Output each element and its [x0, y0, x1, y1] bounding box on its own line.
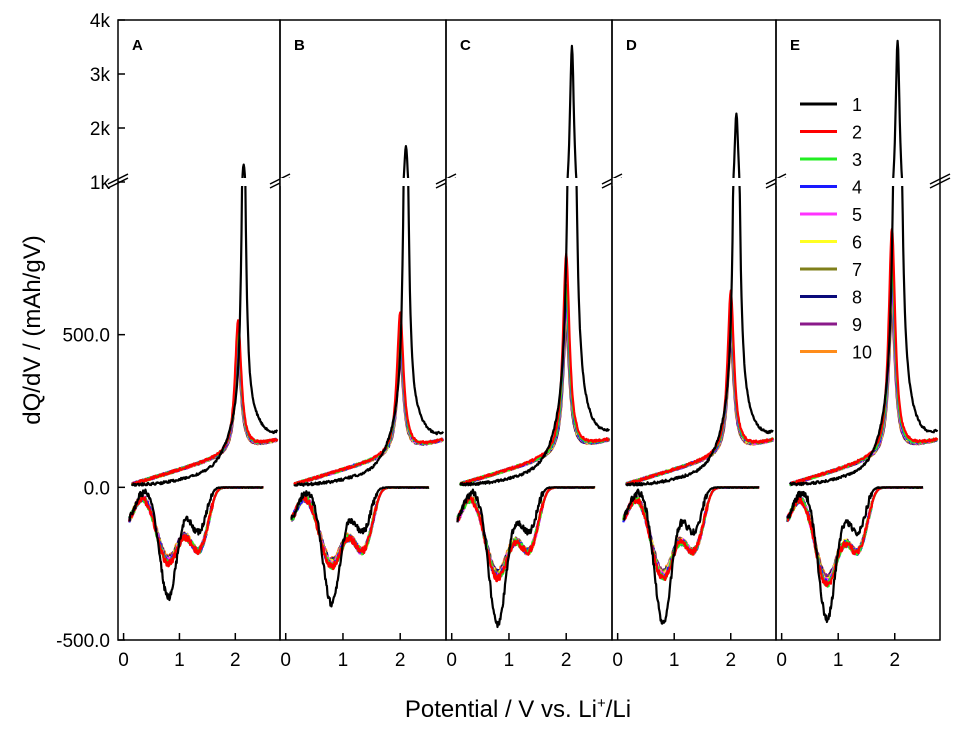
- y-tick-label: -500.0: [56, 631, 110, 652]
- x-tick-label: 0: [280, 650, 291, 671]
- panel-c: C 0 1 2: [445, 19, 623, 671]
- x-tick-label: 0: [118, 650, 129, 671]
- series-1-charge-d: [625, 112, 774, 487]
- series-8-charge-b: [293, 353, 445, 487]
- series-2-charge-e: [789, 228, 939, 486]
- x-tick-label: 2: [725, 650, 736, 671]
- axis-break-gap: [118, 178, 280, 186]
- series-1-discharge-e: [786, 486, 924, 624]
- series-5-charge-e: [789, 286, 938, 486]
- panel-series-a: [118, 163, 280, 602]
- x-tick-label: 2: [889, 650, 900, 671]
- series-4-charge-b: [293, 337, 445, 486]
- series-3-charge-c: [459, 284, 611, 487]
- x-tick-label: 0: [776, 650, 787, 671]
- axis-break-mark-left: [107, 177, 129, 189]
- legend-label-3: 3: [852, 150, 862, 170]
- panel-series-b: [280, 145, 446, 608]
- series-1-charge-e: [789, 39, 939, 487]
- x-tick-label: 1: [669, 650, 680, 671]
- x-tick-label: 2: [561, 650, 572, 671]
- axis-break-gap: [446, 178, 612, 186]
- legend-label-8: 8: [852, 288, 862, 308]
- series-4-charge-e: [789, 276, 938, 486]
- legend-label-4: 4: [852, 178, 862, 198]
- x-tick-label: 1: [833, 650, 844, 671]
- series-1-charge-c: [459, 44, 611, 487]
- panel-label-b: B: [294, 37, 305, 54]
- y-tick-label: 3k: [90, 65, 111, 86]
- series-1-discharge-b: [290, 486, 430, 608]
- panel-series-c: [446, 44, 612, 629]
- y-tick-label: 4k: [90, 11, 111, 32]
- series-3-charge-e: [789, 256, 939, 486]
- series-2-charge-c: [459, 252, 610, 485]
- series-7-charge-a: [131, 354, 279, 486]
- legend-label-7: 7: [852, 260, 862, 280]
- series-1-charge-b: [293, 145, 445, 487]
- series-2-charge-d: [625, 289, 774, 486]
- y-axis: -500.0 0.0 500.0 1k 2k 3k 4k: [56, 11, 129, 652]
- legend-label-5: 5: [852, 205, 862, 225]
- series-2-charge-a: [131, 319, 279, 486]
- series-9-charge-b: [293, 357, 444, 486]
- legend-label-6: 6: [852, 233, 862, 253]
- series-9-charge-a: [130, 360, 279, 486]
- panel-label-a: A: [132, 37, 143, 54]
- panel-label-e: E: [790, 37, 800, 54]
- series-10-charge-b: [293, 360, 444, 486]
- y-tick-label: 2k: [90, 119, 111, 140]
- legend-label-1: 1: [852, 95, 862, 115]
- panel-e: E 0 1 2: [775, 19, 951, 671]
- panels-group: A 0 1 2 B 0 1 2 C 0 1 2 D 0 1 2 E 0 1 2: [117, 19, 951, 671]
- legend-label-10: 10: [852, 343, 872, 363]
- x-tick-label: 1: [338, 650, 349, 671]
- x-tick-label: 0: [446, 650, 457, 671]
- legend-label-2: 2: [852, 123, 862, 143]
- x-tick-label: 2: [230, 650, 241, 671]
- series-1-discharge-c: [456, 486, 596, 629]
- panel-d: D 0 1 2: [611, 19, 787, 671]
- legend: 1 2 3 4 5 6 7 8 9 10: [800, 95, 872, 363]
- series-4-charge-c: [459, 298, 611, 486]
- panel-label-c: C: [460, 37, 471, 54]
- panel-frame-e: [775, 19, 941, 641]
- panel-series-d: [612, 112, 776, 625]
- series-10-charge-a: [130, 362, 278, 486]
- y-axis-label: dQ/dV / (mAh/gV): [19, 235, 46, 424]
- series-2-charge-b: [293, 311, 444, 486]
- x-tick-label: 2: [395, 650, 406, 671]
- x-tick-label: 0: [612, 650, 623, 671]
- x-axis-label: Potential / V vs. Li+/Li: [405, 695, 631, 723]
- axis-break-gap: [280, 178, 446, 186]
- series-1-charge-a: [130, 163, 279, 487]
- y-tick-label: 0.0: [84, 478, 110, 499]
- panel-series-e: [776, 39, 940, 624]
- legend-label-9: 9: [852, 315, 862, 335]
- panel-label-d: D: [626, 37, 637, 54]
- series-10-charge-d: [625, 347, 775, 486]
- x-tick-label: 1: [174, 650, 185, 671]
- panel-a: A 0 1 2: [117, 19, 291, 671]
- y-tick-label: 500.0: [62, 326, 110, 347]
- axis-break-mark-left: [107, 173, 129, 185]
- axis-break-gap: [776, 178, 940, 186]
- x-tick-label: 1: [504, 650, 515, 671]
- series-1-discharge-d: [622, 486, 760, 625]
- y-tick-label: 1k: [90, 173, 111, 194]
- series-5-charge-a: [131, 343, 279, 486]
- axis-break-gap: [612, 178, 776, 186]
- series-6-charge-a: [130, 349, 279, 486]
- series-9-charge-d: [625, 344, 775, 486]
- series-1-discharge-a: [128, 486, 264, 602]
- series-8-charge-a: [131, 356, 278, 485]
- panel-b: B 0 1 2: [279, 19, 457, 671]
